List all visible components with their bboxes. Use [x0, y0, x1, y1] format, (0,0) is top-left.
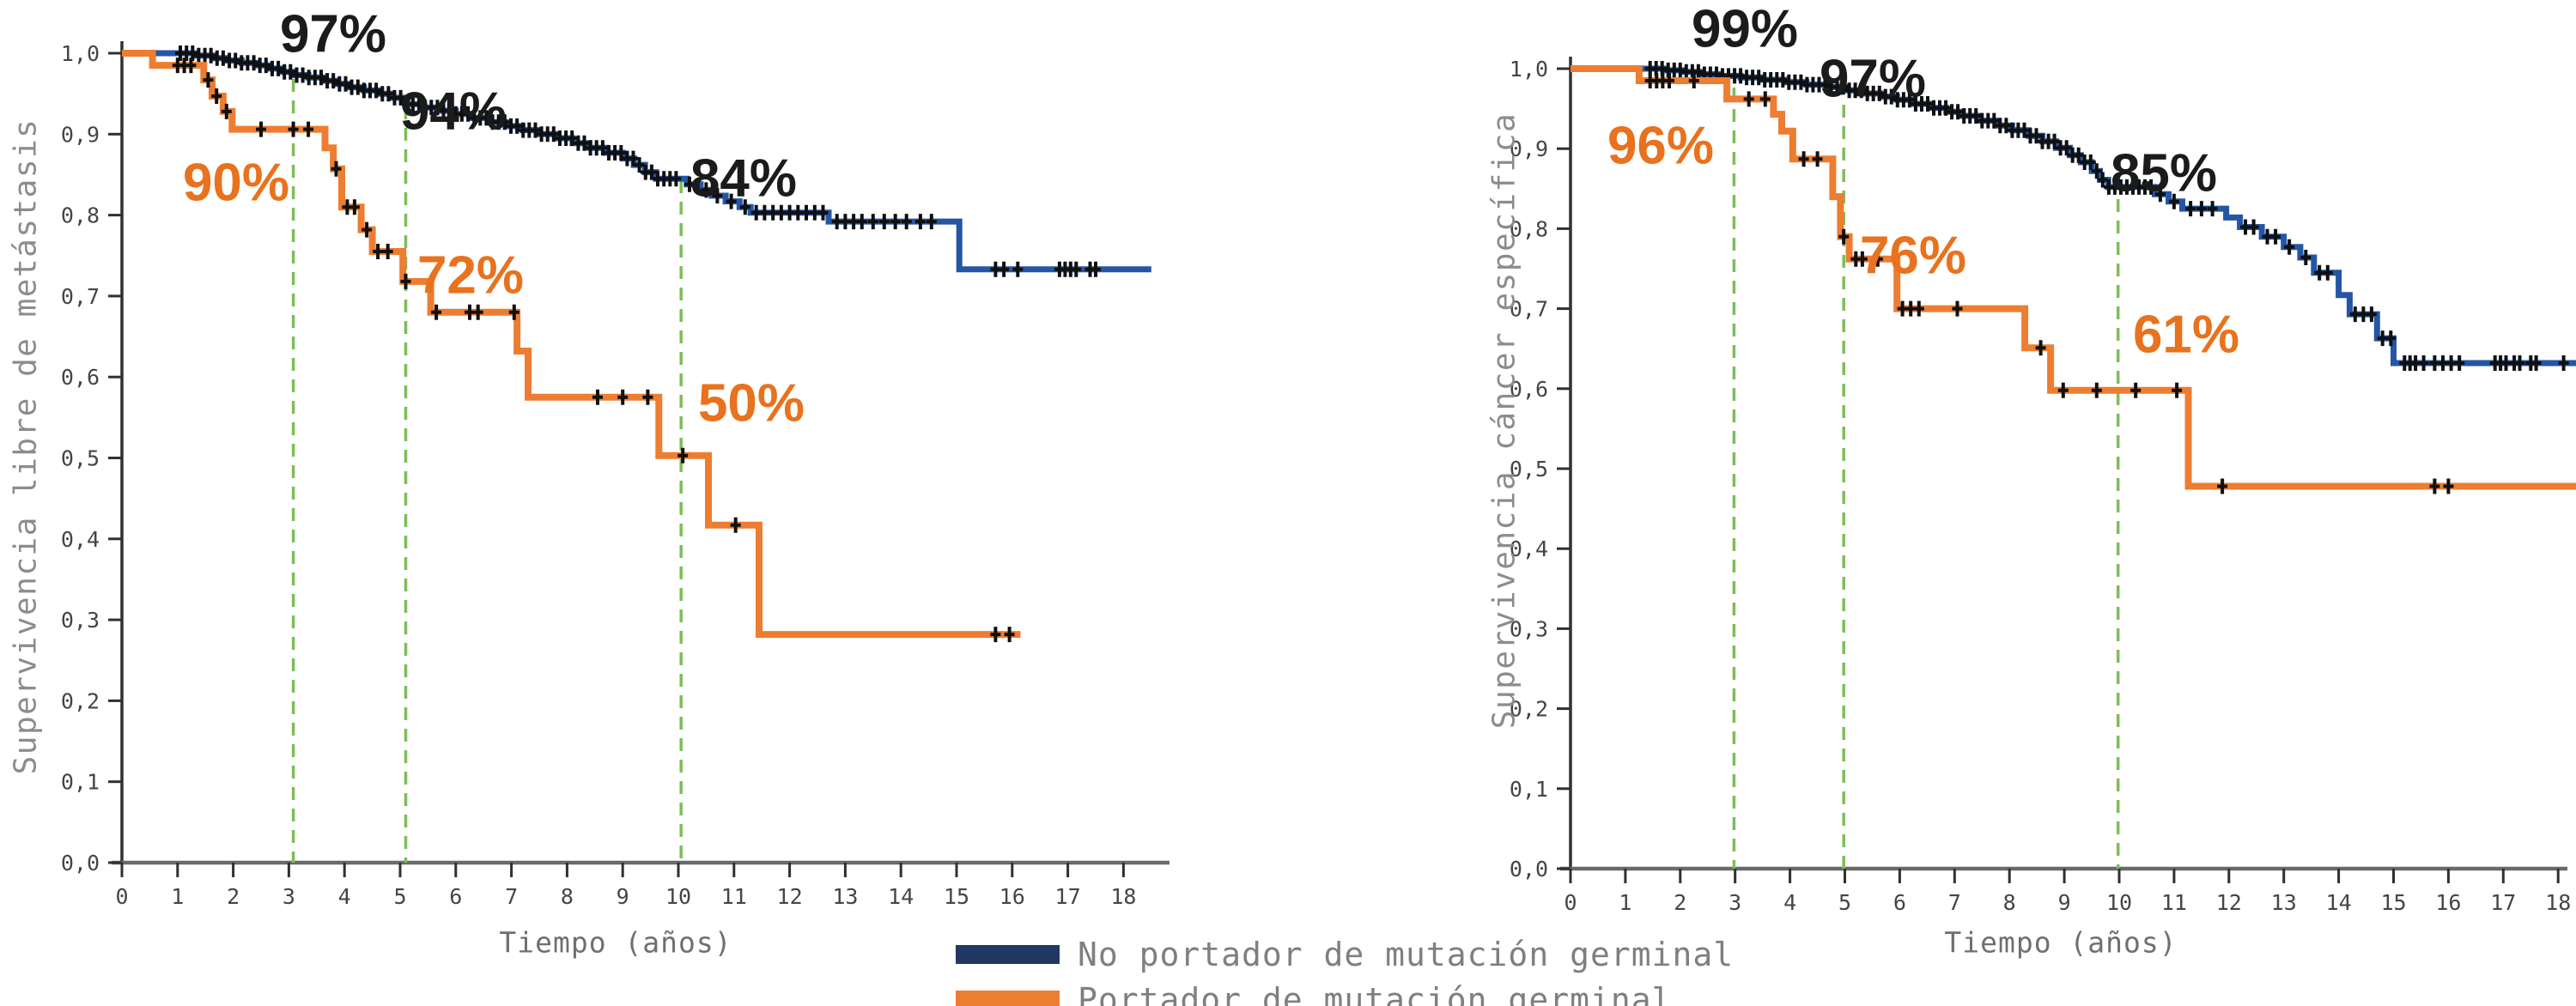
x-tick-label-right: 18: [2545, 890, 2571, 915]
legend-swatch-non-carrier: [956, 945, 1060, 964]
annotation-right-96pct: 96%: [1607, 116, 1715, 176]
x-tick-label-right: 10: [2106, 890, 2132, 915]
survival-curve-carrier-right: [1571, 65, 2576, 490]
y-tick-label-right: 0,1: [1510, 777, 1548, 802]
annotation-left-50pct: 50%: [697, 373, 805, 433]
x-tick-label-left: 16: [999, 884, 1025, 909]
x-tick-label-left: 7: [505, 884, 518, 909]
censor-marks-non-carrier-left: [175, 45, 1101, 277]
y-tick-label-left: 0,8: [61, 203, 100, 228]
annotation-left-94pct: 94%: [399, 82, 507, 142]
x-tick-label-left: 13: [832, 884, 858, 909]
x-tick-label-right: 14: [2326, 890, 2352, 915]
x-tick-label-right: 0: [1564, 890, 1577, 915]
x-tick-label-left: 11: [721, 884, 747, 909]
y-axis-title-metastasis-free-survival: Supervivencia libre de metástasis: [8, 118, 44, 775]
legend-label-non-carrier: No portador de mutación germinal: [1078, 936, 1735, 973]
annotation-right-99pct: 99%: [1691, 0, 1799, 59]
annotation-left-72pct: 72%: [416, 245, 525, 306]
x-tick-label-left: 17: [1055, 884, 1081, 909]
x-tick-label-right: 12: [2216, 890, 2242, 915]
y-tick-label-left: 0,4: [61, 527, 100, 552]
censor-marks-non-carrier-right: [1644, 61, 2569, 371]
legend: No portador de mutación germinal Portado…: [956, 936, 1734, 1006]
x-tick-label-left: 6: [449, 884, 462, 909]
y-tick-label-right: 0,5: [1510, 457, 1548, 482]
x-tick-label-right: 6: [1893, 890, 1906, 915]
y-tick-label-right: 0,4: [1510, 536, 1548, 561]
censor-marks-carrier-right: [1644, 73, 2454, 494]
x-tick-label-left: 1: [171, 884, 184, 909]
x-tick-label-left: 3: [283, 884, 295, 909]
x-tick-label-right: 8: [2003, 890, 2016, 915]
y-tick-label-right: 1,0: [1510, 57, 1548, 82]
y-tick-label-right: 0,7: [1510, 297, 1548, 322]
x-tick-label-right: 13: [2271, 890, 2297, 915]
x-tick-label-right: 4: [1783, 890, 1796, 915]
legend-item-carrier: Portador de mutación germinal: [956, 981, 1734, 1006]
legend-swatch-carrier: [956, 991, 1060, 1006]
y-tick-label-left: 0,2: [61, 688, 100, 713]
x-tick-label-left: 9: [617, 884, 629, 909]
annotation-left-90pct: 90%: [182, 153, 290, 213]
x-tick-label-left: 5: [393, 884, 406, 909]
censor-marks-carrier-left: [172, 58, 1015, 643]
x-tick-label-right: 2: [1674, 890, 1686, 915]
x-tick-label-right: 9: [2058, 890, 2071, 915]
y-axis-title-cancer-specific-survival: Supervivencia cáncer específica: [1486, 112, 1522, 730]
y-tick-label-left: 0,5: [61, 446, 100, 471]
annotation-right-61pct: 61%: [2132, 305, 2240, 365]
y-tick-label-right: 0,6: [1510, 377, 1548, 402]
x-tick-label-left: 0: [115, 884, 128, 909]
annotation-right-76pct: 76%: [1859, 226, 1967, 286]
y-tick-label-right: 0,9: [1510, 136, 1548, 161]
x-tick-label-right: 11: [2161, 890, 2187, 915]
survival-curve-carrier-left: [122, 50, 1021, 639]
y-tick-label-right: 0,2: [1510, 697, 1548, 722]
legend-label-carrier: Portador de mutación germinal: [1078, 981, 1673, 1006]
x-tick-label-left: 12: [777, 884, 803, 909]
x-tick-label-left: 15: [944, 884, 969, 909]
y-tick-label-right: 0,0: [1510, 857, 1548, 882]
x-axis-title-left: Tiempo (años): [499, 925, 732, 960]
x-tick-label-left: 2: [227, 884, 240, 909]
x-tick-label-left: 4: [338, 884, 351, 909]
x-tick-label-right: 1: [1619, 890, 1631, 915]
x-tick-label-left: 8: [561, 884, 574, 909]
y-tick-label-left: 1,0: [61, 41, 100, 66]
x-tick-label-right: 5: [1838, 890, 1851, 915]
y-tick-label-left: 0,7: [61, 284, 100, 309]
y-tick-label-left: 0,9: [61, 122, 100, 147]
x-tick-label-left: 10: [665, 884, 691, 909]
x-axis-title-right: Tiempo (años): [1944, 925, 2178, 960]
legend-item-non-carrier: No portador de mutación germinal: [956, 936, 1734, 973]
y-tick-label-left: 0,3: [61, 608, 100, 633]
y-tick-label-left: 0,6: [61, 365, 100, 390]
annotation-right-85pct: 85%: [2110, 143, 2218, 203]
annotation-left-84pct: 84%: [690, 148, 798, 209]
x-tick-label-right: 17: [2490, 890, 2516, 915]
annotation-left-97pct: 97%: [279, 4, 387, 64]
x-tick-label-right: 15: [2380, 890, 2406, 915]
y-tick-label-left: 0,0: [61, 851, 100, 876]
x-tick-label-right: 7: [1948, 890, 1961, 915]
y-tick-label-right: 0,3: [1510, 616, 1548, 641]
x-tick-label-right: 16: [2435, 890, 2461, 915]
x-tick-label-left: 14: [888, 884, 914, 909]
annotation-right-97pct: 97%: [1819, 49, 1927, 109]
x-tick-label-right: 3: [1728, 890, 1741, 915]
y-tick-label-left: 0,1: [61, 770, 100, 795]
survival-curve-non-carrier-right: [1571, 65, 2576, 367]
x-tick-label-left: 18: [1110, 884, 1136, 909]
y-tick-label-right: 0,8: [1510, 216, 1548, 241]
